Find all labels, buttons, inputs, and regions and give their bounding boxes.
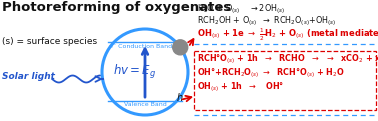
Text: OH°+RCH$_2$O$_{(s)}$ $\rightarrow$  RCH°O$_{(s)}$ + H$_2$O: OH°+RCH$_2$O$_{(s)}$ $\rightarrow$ RCH°O… — [197, 66, 345, 80]
Text: Photoreforming of oxygenates: Photoreforming of oxygenates — [2, 1, 231, 14]
Text: (s) = surface species: (s) = surface species — [2, 37, 97, 46]
Circle shape — [173, 40, 188, 55]
Text: Solar light: Solar light — [2, 72, 55, 81]
Text: RCH°O$_{(s)}$ + 1h  $\rightarrow$  RCHO  $\rightarrow$  $\rightarrow$  xCO$_2$ +: RCH°O$_{(s)}$ + 1h $\rightarrow$ RCHO $\… — [197, 52, 378, 66]
Text: e⁻ Conduction Band e⁻: e⁻ Conduction Band e⁻ — [109, 44, 181, 49]
Text: OH$_{(s)}$ + 1h  $\rightarrow$   OH°: OH$_{(s)}$ + 1h $\rightarrow$ OH° — [197, 80, 284, 94]
Text: Valence Band: Valence Band — [124, 102, 166, 107]
Text: OH$_{(s)}$ + 1e $\rightarrow$ $\frac{1}{2}$H$_2$ + O$_{(s)}$ (metal mediated): OH$_{(s)}$ + 1e $\rightarrow$ $\frac{1}{… — [197, 27, 378, 43]
Text: H$_2$O + O$_{(s)}$    $\rightarrow$2OH$_{(s)}$: H$_2$O + O$_{(s)}$ $\rightarrow$2OH$_{(s… — [197, 2, 285, 16]
Text: h: h — [177, 93, 183, 103]
Text: $hv = E_g$: $hv = E_g$ — [113, 63, 156, 81]
Text: RCH$_2$OH + O$_{(s)}$  $\rightarrow$ RCH$_2$O$_{(s)}$+OH$_{(s)}$: RCH$_2$OH + O$_{(s)}$ $\rightarrow$ RCH$… — [197, 14, 336, 28]
